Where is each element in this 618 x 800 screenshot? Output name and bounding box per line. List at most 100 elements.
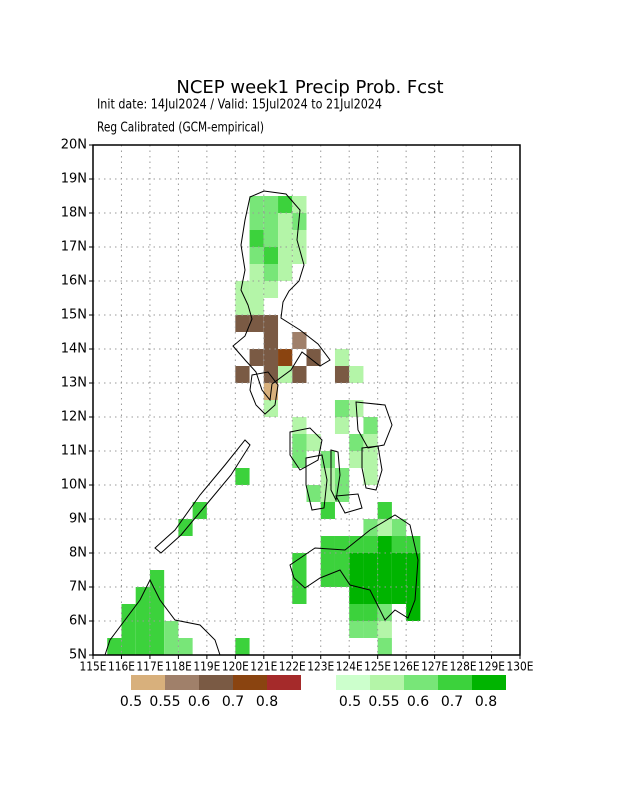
x-tick-label: 121E bbox=[250, 660, 277, 674]
x-tick-label: 129E bbox=[478, 660, 505, 674]
y-tick-label: 14N bbox=[61, 342, 87, 357]
grid-cell bbox=[249, 281, 264, 298]
grid-cell bbox=[334, 400, 350, 417]
subtitle: Init date: 14Jul2024 / Valid: 15Jul2024 … bbox=[97, 98, 382, 113]
grid-cell bbox=[349, 587, 364, 604]
grid-cell bbox=[149, 621, 165, 638]
grid-cell bbox=[363, 417, 378, 434]
legend-swatch bbox=[131, 675, 165, 690]
grid-cell bbox=[292, 570, 307, 587]
x-tick-label: 127E bbox=[421, 660, 448, 674]
coastline bbox=[154, 439, 251, 554]
grid-cell bbox=[263, 281, 279, 298]
grid-cell bbox=[235, 468, 250, 485]
x-tick-label: 124E bbox=[336, 660, 363, 674]
legend-label: 0.7 bbox=[441, 694, 463, 710]
y-tick-label: 17N bbox=[61, 240, 87, 255]
legend: 0.5 0.55 0.6 0.7 0.8 0.5 0.55 0.6 0.7 0.8 bbox=[120, 675, 506, 710]
grid-cell bbox=[363, 468, 378, 485]
coastline bbox=[249, 371, 279, 415]
y-tick-label: 16N bbox=[61, 274, 87, 289]
grid-cell bbox=[334, 553, 350, 570]
legend-swatch bbox=[472, 675, 506, 690]
grid-cell bbox=[135, 638, 150, 655]
coastline bbox=[361, 445, 383, 491]
grid-cell bbox=[263, 332, 279, 349]
grid-cell bbox=[292, 451, 307, 468]
legend-label: 0.8 bbox=[475, 694, 497, 710]
y-tick-label: 9N bbox=[69, 512, 87, 527]
coastline bbox=[355, 401, 393, 449]
x-tick-label: 128E bbox=[450, 660, 477, 674]
grid-cell bbox=[292, 230, 307, 247]
grid-cell bbox=[292, 553, 307, 570]
grid-cell bbox=[391, 553, 407, 570]
grid-cell bbox=[278, 264, 293, 281]
legend-swatch bbox=[233, 675, 267, 690]
grid-cell bbox=[363, 604, 378, 621]
grid-cell bbox=[249, 213, 264, 230]
coastline bbox=[305, 454, 328, 511]
grid-cell bbox=[249, 196, 264, 213]
grid-cell bbox=[235, 366, 250, 383]
legend-swatch bbox=[165, 675, 199, 690]
grid-cell bbox=[192, 502, 207, 519]
coastlines bbox=[104, 190, 419, 656]
coastline bbox=[289, 427, 323, 471]
grid-cell bbox=[334, 536, 350, 553]
grid-cell bbox=[334, 485, 350, 502]
coastline bbox=[330, 449, 341, 502]
grid-cell bbox=[334, 570, 350, 587]
y-tick-label: 19N bbox=[61, 172, 87, 187]
grid-cell bbox=[377, 638, 392, 655]
grid-cell bbox=[391, 536, 407, 553]
grid-cell bbox=[292, 332, 307, 349]
x-tick-label: 119E bbox=[193, 660, 220, 674]
grid-cell bbox=[349, 536, 364, 553]
y-tick-label: 11N bbox=[61, 444, 87, 459]
grid-cell bbox=[249, 264, 264, 281]
grid-cell bbox=[164, 621, 179, 638]
grid-cell bbox=[263, 264, 279, 281]
legend-swatch bbox=[370, 675, 404, 690]
legend-label: 0.6 bbox=[407, 694, 429, 710]
subtitle: Reg Calibrated (GCM-empirical) bbox=[97, 121, 264, 136]
grid-cell bbox=[149, 638, 165, 655]
cell-layer bbox=[107, 196, 421, 655]
x-tick-label: 115E bbox=[80, 660, 107, 674]
grid-cell bbox=[292, 196, 307, 213]
legend-label: 0.55 bbox=[149, 694, 180, 710]
grid-cell bbox=[377, 621, 392, 638]
grid-cell bbox=[135, 604, 150, 621]
legend-swatch bbox=[267, 675, 301, 690]
legend-label: 0.55 bbox=[368, 694, 399, 710]
grid-cell bbox=[149, 604, 165, 621]
plot-frame bbox=[92, 144, 521, 656]
grid-cell bbox=[377, 536, 392, 553]
x-tick-label: 123E bbox=[307, 660, 334, 674]
grid-cell bbox=[320, 502, 335, 519]
grid-cell bbox=[334, 366, 350, 383]
chart-title: NCEP week1 Precip Prob. Fcst bbox=[176, 77, 443, 98]
grid-cell bbox=[363, 451, 378, 468]
grid-cell bbox=[263, 247, 279, 264]
y-tick-label: 12N bbox=[61, 410, 87, 425]
grid-cell bbox=[121, 638, 136, 655]
y-tick-label: 8N bbox=[69, 546, 87, 561]
coastline bbox=[289, 514, 419, 621]
grid-cell bbox=[178, 519, 193, 536]
grid-cell bbox=[363, 536, 378, 553]
coastline bbox=[335, 493, 363, 514]
legend-label: 0.5 bbox=[120, 694, 142, 710]
y-tick-label: 7N bbox=[69, 580, 87, 595]
grid-cell bbox=[363, 553, 378, 570]
grid-cell bbox=[363, 587, 378, 604]
grid-cell bbox=[349, 451, 364, 468]
axis-labels: 115E 116E 117E 118E 119E 120E 121E 122E 123E 124E… bbox=[61, 138, 534, 674]
grid-cell bbox=[306, 485, 321, 502]
grid-cell bbox=[334, 417, 350, 434]
grid-cell bbox=[306, 349, 321, 366]
grid-cell bbox=[292, 587, 307, 604]
grid-cell bbox=[249, 298, 264, 315]
